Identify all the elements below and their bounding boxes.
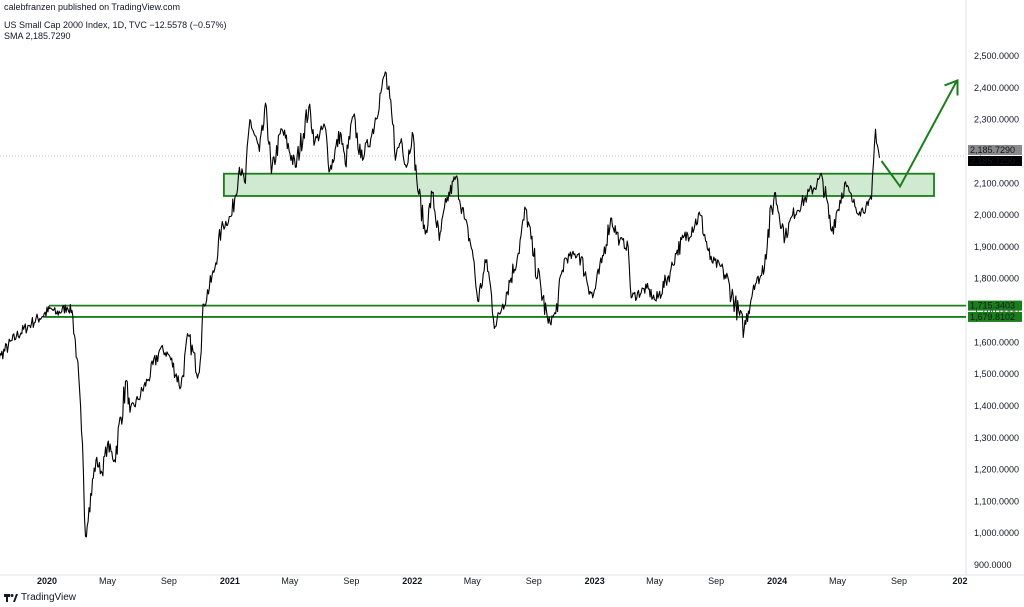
publisher-line: calebfranzen published on TradingView.co… [4, 2, 180, 12]
y-tick-label: 1,600.0000 [974, 337, 1019, 347]
y-tick-label: 1,000.0000 [974, 528, 1019, 538]
x-tick-label: 2020 [37, 576, 57, 586]
x-tick-label: May [464, 576, 482, 586]
x-tick-label: Sep [891, 576, 907, 586]
x-tick-label: Sep [708, 576, 724, 586]
y-tick-label: 1,300.0000 [974, 433, 1019, 443]
last-price-label: 2,185.7290 [970, 156, 1015, 166]
tradingview-text: TradingView [21, 592, 77, 603]
y-tick-label: 1,400.0000 [974, 401, 1019, 411]
tradingview-logo-icon [4, 593, 18, 602]
x-tick-label: May [829, 576, 847, 586]
support-price-badge [968, 311, 1022, 322]
x-tick-label: Sep [161, 576, 177, 586]
tradingview-branding: TradingView [4, 592, 76, 603]
y-tick-label: 2,000.0000 [974, 210, 1019, 220]
y-tick-label: 1,900.0000 [974, 242, 1019, 252]
support-price-badge [968, 300, 1022, 311]
x-tick-label: May [281, 576, 299, 586]
y-tick-label: 1,100.0000 [974, 496, 1019, 506]
y-tick-label: 900.0000 [974, 560, 1012, 570]
price-line-series [0, 71, 881, 538]
x-tick-label: 2024 [767, 576, 787, 586]
projection-arrow [880, 80, 958, 189]
x-tick-label: 202 [952, 576, 967, 586]
sma-legend: SMA 2,185.7290 [4, 31, 71, 41]
x-tick-label: May [99, 576, 117, 586]
y-tick-label: 2,500.0000 [974, 51, 1019, 61]
y-tick-label: 2,100.0000 [974, 178, 1019, 188]
sma-price-badge [968, 144, 1022, 155]
support-price-label: 1,715.3403 [970, 301, 1015, 311]
last-price-badge [968, 155, 1022, 166]
x-tick-label: 2021 [220, 576, 240, 586]
x-tick-label: Sep [526, 576, 542, 586]
sma-price-label: 2,185.7290 [970, 145, 1015, 155]
y-tick-label: 2,300.0000 [974, 115, 1019, 125]
y-tick-label: 2,400.0000 [974, 83, 1019, 93]
x-tick-label: 2023 [585, 576, 605, 586]
y-tick-label: 1,500.0000 [974, 369, 1019, 379]
resistance-zone [223, 172, 935, 197]
y-tick-label: 1,200.0000 [974, 465, 1019, 475]
y-tick-label: 1,800.0000 [974, 274, 1019, 284]
support-price-label: 1,679.8102 [970, 312, 1015, 322]
symbol-legend: US Small Cap 2000 Index, 1D, TVC −12.557… [4, 20, 227, 30]
x-tick-label: May [646, 576, 664, 586]
x-tick-label: 2022 [402, 576, 422, 586]
projection-arrow-head [944, 78, 959, 96]
x-tick-label: Sep [343, 576, 359, 586]
